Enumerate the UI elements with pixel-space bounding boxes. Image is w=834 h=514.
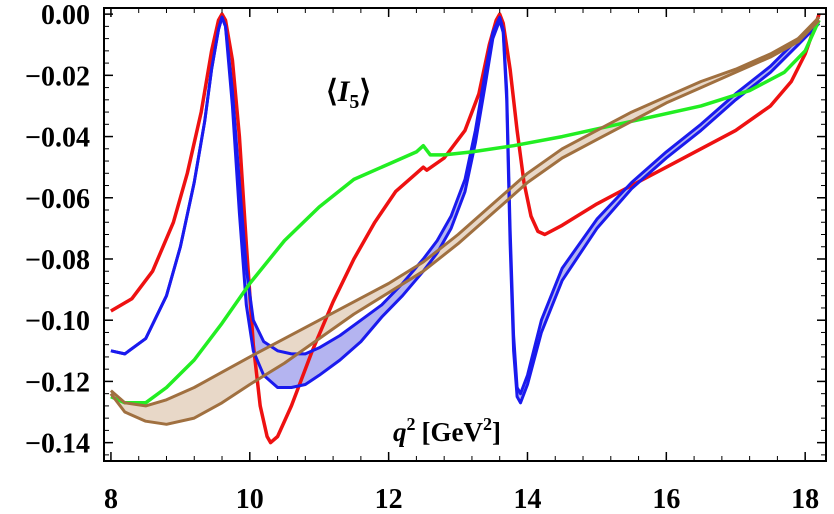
x-tick-label: 8: [104, 484, 118, 514]
series-line-blue-lower: [110, 15, 821, 405]
series-line-brown-lower: [109, 19, 821, 426]
y-tick-label: −0.12: [25, 367, 90, 398]
series-line-brown-upper: [109, 16, 821, 408]
x-tick-label: 12: [375, 484, 403, 514]
x-tick-label: 14: [513, 484, 541, 514]
y-tick-label: −0.08: [25, 245, 90, 276]
x-axis-label: q2 [GeV2]: [393, 414, 501, 447]
axis-ticks: [104, 8, 826, 461]
axis-tick-labels: 8 10 12 14 16 18 0.00 −0.02 −0.04 −0.06 −0.08 −0.10…: [25, 0, 819, 514]
title-annotation: ⟨I5⟩: [326, 75, 371, 113]
y-tick-label: −0.06: [25, 184, 90, 215]
band-fill-blue: [110, 17, 820, 403]
x-tick-label: 10: [236, 484, 264, 514]
y-tick-label: −0.14: [25, 429, 90, 460]
x-tick-label: 18: [791, 484, 819, 514]
series-line-green: [110, 19, 821, 405]
series-line-red: [110, 12, 821, 445]
series-line-blue-upper: [110, 15, 821, 396]
series-lines: [109, 12, 821, 445]
x-tick-label: 16: [652, 484, 680, 514]
y-tick-label: 0.00: [41, 0, 90, 31]
y-tick-label: −0.02: [25, 61, 90, 92]
y-tick-label: −0.04: [25, 123, 90, 154]
y-tick-label: −0.10: [25, 306, 90, 337]
